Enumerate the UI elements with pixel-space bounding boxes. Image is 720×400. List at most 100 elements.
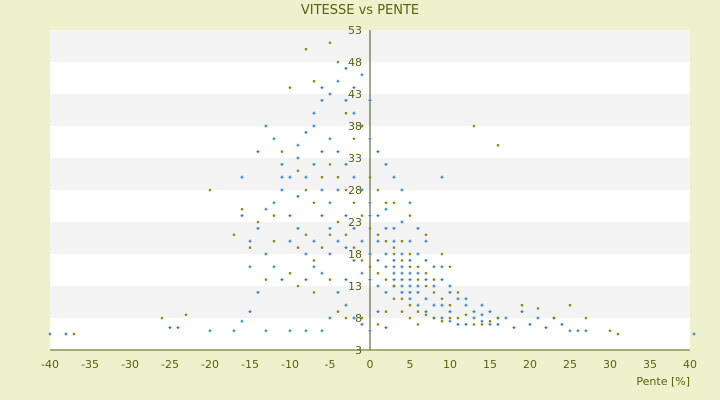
scatter-point-s1: [384, 226, 388, 230]
scatter-point-s1: [368, 278, 372, 282]
scatter-point-s1: [448, 284, 452, 288]
scatter-point-s1: [312, 124, 316, 128]
scatter-point-s1: [248, 239, 252, 243]
scatter-point-s1: [256, 226, 260, 230]
scatter-point-s1: [376, 239, 380, 243]
scatter-point-s1: [328, 316, 332, 320]
scatter-point-s1: [280, 162, 284, 166]
scatter-point-s1: [256, 290, 260, 294]
scatter-point-s2: [392, 252, 396, 256]
scatter-point-s1: [320, 86, 324, 90]
scatter-point-s2: [376, 271, 380, 275]
scatter-point-s1: [408, 278, 412, 282]
scatter-point-s1: [304, 175, 308, 179]
scatter-point-s2: [208, 188, 212, 192]
scatter-point-s2: [440, 297, 444, 301]
scatter-point-s2: [408, 252, 412, 256]
scatter-point-s1: [320, 214, 324, 218]
scatter-point-s1: [376, 284, 380, 288]
scatter-point-s2: [304, 47, 308, 51]
scatter-point-s1: [424, 297, 428, 301]
scatter-point-s1: [400, 284, 404, 288]
scatter-point-s2: [248, 246, 252, 249]
y-tick-label: 13: [348, 280, 362, 293]
scatter-point-s2: [448, 316, 452, 320]
scatter-point-s2: [408, 214, 412, 217]
scatter-point-s1: [360, 73, 364, 77]
y-tick-label: 38: [348, 120, 362, 133]
scatter-point-s1: [528, 322, 532, 326]
scatter-point-s2: [536, 307, 540, 310]
scatter-point-s1: [416, 303, 420, 307]
scatter-point-s2: [616, 332, 620, 336]
scatter-point-s1: [336, 290, 340, 294]
scatter-point-s1: [400, 278, 404, 282]
scatter-point-s1: [280, 188, 284, 192]
scatter-point-s1: [368, 137, 372, 141]
scatter-point-s1: [264, 124, 268, 128]
x-tick-label: -5: [325, 358, 336, 371]
scatter-point-s2: [376, 233, 380, 237]
scatter-point-s1: [376, 310, 380, 314]
scatter-point-s1: [584, 329, 588, 333]
scatter-point-s2: [328, 233, 332, 237]
scatter-point-s2: [320, 175, 324, 179]
scatter-point-s2: [464, 313, 468, 317]
scatter-point-s1: [456, 322, 460, 326]
scatter-point-s2: [264, 278, 268, 281]
scatter-point-s2: [368, 227, 372, 230]
scatter-point-s1: [352, 316, 356, 320]
scatter-point-s2: [352, 246, 356, 249]
scatter-point-s1: [208, 329, 212, 333]
y-tick-label: 3: [355, 344, 362, 357]
scatter-point-s2: [408, 265, 412, 269]
scatter-point-s1: [352, 111, 356, 115]
scatter-point-s1: [488, 322, 492, 326]
scatter-point-s1: [376, 258, 380, 262]
scatter-point-s1: [464, 322, 468, 326]
scatter-point-s2: [424, 233, 428, 237]
y-tick-label: 53: [348, 24, 362, 37]
scatter-point-s1: [344, 66, 348, 70]
scatter-point-s2: [416, 278, 420, 281]
scatter-point-s1: [272, 137, 276, 141]
scatter-point-s2: [328, 163, 332, 166]
scatter-point-s1: [368, 252, 372, 256]
y-tick-label: 8: [355, 312, 362, 325]
y-tick-label: 28: [348, 184, 362, 197]
y-tick-label: 23: [348, 216, 362, 229]
scatter-point-s1: [368, 214, 372, 218]
scatter-point-s1: [304, 252, 308, 256]
scatter-point-s1: [352, 86, 356, 90]
scatter-point-s1: [456, 297, 460, 301]
scatter-point-s1: [320, 98, 324, 102]
scatter-point-s1: [272, 265, 276, 269]
scatter-point-s2: [440, 319, 444, 323]
scatter-point-s1: [368, 329, 372, 333]
scatter-point-s1: [400, 265, 404, 269]
scatter-point-s1: [336, 79, 340, 83]
scatter-point-s2: [480, 323, 484, 326]
scatter-point-s1: [400, 271, 404, 275]
scatter-point-s2: [344, 111, 348, 115]
scatter-point-s2: [344, 188, 348, 192]
x-tick-label: -30: [121, 358, 139, 371]
scatter-point-s2: [344, 316, 348, 320]
x-tick-label: 25: [563, 358, 577, 371]
scatter-point-s2: [392, 246, 396, 249]
scatter-point-s2: [416, 265, 420, 269]
scatter-point-s1: [472, 316, 476, 320]
scatter-point-s1: [360, 188, 364, 192]
scatter-point-s1: [392, 265, 396, 269]
scatter-point-s1: [368, 201, 372, 205]
scatter-point-s1: [328, 252, 332, 256]
scatter-point-s1: [464, 297, 468, 301]
scatter-point-s1: [296, 194, 300, 198]
scatter-point-s1: [400, 252, 404, 256]
scatter-point-s1: [448, 310, 452, 314]
scatter-point-s2: [432, 291, 436, 294]
scatter-point-s1: [344, 162, 348, 166]
x-tick-label: -20: [201, 358, 219, 371]
x-axis-title: Pente [%]: [636, 375, 690, 388]
scatter-point-s1: [336, 150, 340, 154]
